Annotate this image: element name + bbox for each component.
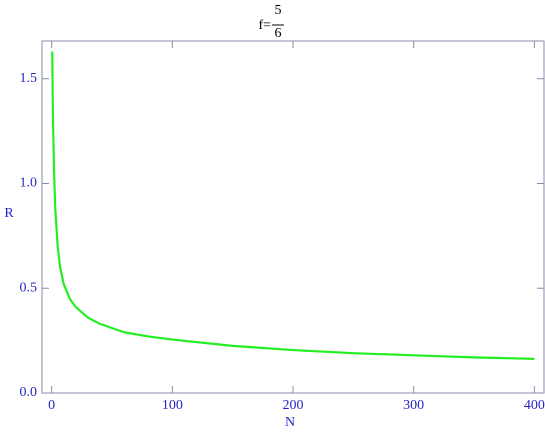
y-tick-label: 0.0 xyxy=(20,385,38,400)
x-axis-label: N xyxy=(285,415,295,430)
y-tick-label: 0.5 xyxy=(20,280,38,295)
x-tick-label: 300 xyxy=(403,398,424,413)
plot-frame xyxy=(41,40,545,394)
title-lhs: f= xyxy=(258,18,271,33)
title-numerator: 5 xyxy=(275,3,282,18)
y-tick-label: 1.0 xyxy=(20,176,38,191)
title-denominator: 6 xyxy=(275,26,282,41)
x-tick-label: 200 xyxy=(283,398,304,413)
y-axis-label: R xyxy=(4,206,14,221)
data-line xyxy=(51,51,535,360)
y-tick-label: 1.5 xyxy=(20,71,38,86)
x-tick-label: 400 xyxy=(524,398,545,413)
x-tick-label: 0 xyxy=(48,398,55,413)
x-tick-label: 100 xyxy=(162,398,183,413)
